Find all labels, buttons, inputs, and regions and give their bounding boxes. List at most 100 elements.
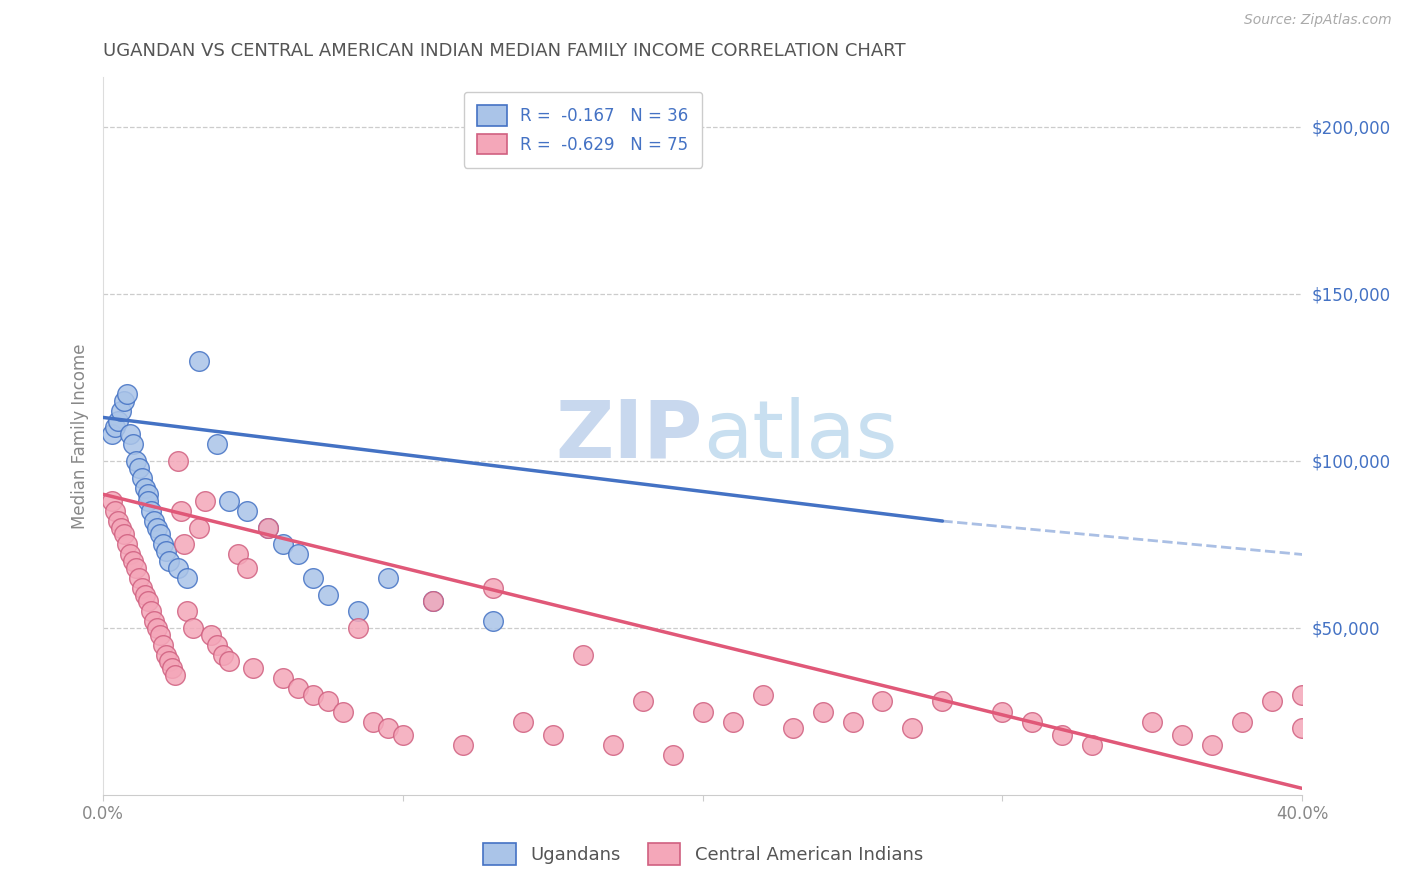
- Point: [377, 571, 399, 585]
- Point: [1291, 721, 1313, 735]
- Point: [347, 604, 370, 618]
- Point: [1081, 738, 1104, 752]
- Point: [205, 638, 228, 652]
- Point: [302, 571, 325, 585]
- Point: [173, 537, 195, 551]
- Point: [218, 494, 240, 508]
- Point: [1021, 714, 1043, 729]
- Point: [104, 420, 127, 434]
- Point: [451, 738, 474, 752]
- Point: [631, 694, 654, 708]
- Point: [841, 714, 863, 729]
- Point: [316, 694, 339, 708]
- Point: [692, 705, 714, 719]
- Point: [115, 537, 138, 551]
- Point: [120, 427, 142, 442]
- Point: [188, 353, 211, 368]
- Point: [167, 561, 190, 575]
- Point: [271, 537, 294, 551]
- Point: [287, 548, 309, 562]
- Point: [271, 671, 294, 685]
- Point: [122, 437, 145, 451]
- Point: [160, 661, 183, 675]
- Point: [155, 544, 177, 558]
- Point: [422, 594, 444, 608]
- Point: [602, 738, 624, 752]
- Point: [287, 681, 309, 695]
- Point: [422, 594, 444, 608]
- Point: [157, 554, 180, 568]
- Point: [149, 527, 172, 541]
- Point: [136, 487, 159, 501]
- Point: [392, 728, 415, 742]
- Point: [1232, 714, 1254, 729]
- Point: [226, 548, 249, 562]
- Point: [181, 621, 204, 635]
- Point: [120, 548, 142, 562]
- Point: [1291, 688, 1313, 702]
- Point: [125, 454, 148, 468]
- Point: [482, 581, 505, 595]
- Point: [128, 571, 150, 585]
- Point: [136, 594, 159, 608]
- Point: [316, 588, 339, 602]
- Point: [143, 514, 166, 528]
- Point: [139, 504, 162, 518]
- Point: [146, 621, 169, 635]
- Point: [212, 648, 235, 662]
- Point: [205, 437, 228, 451]
- Point: [128, 460, 150, 475]
- Point: [176, 571, 198, 585]
- Point: [131, 470, 153, 484]
- Point: [143, 615, 166, 629]
- Point: [139, 604, 162, 618]
- Point: [176, 604, 198, 618]
- Point: [115, 387, 138, 401]
- Point: [110, 403, 132, 417]
- Point: [136, 494, 159, 508]
- Point: [482, 615, 505, 629]
- Point: [134, 588, 156, 602]
- Point: [782, 721, 804, 735]
- Point: [257, 521, 280, 535]
- Point: [101, 494, 124, 508]
- Point: [152, 537, 174, 551]
- Point: [152, 638, 174, 652]
- Point: [811, 705, 834, 719]
- Y-axis label: Median Family Income: Median Family Income: [72, 343, 89, 529]
- Point: [901, 721, 924, 735]
- Point: [721, 714, 744, 729]
- Point: [170, 504, 193, 518]
- Point: [110, 521, 132, 535]
- Point: [236, 561, 259, 575]
- Point: [149, 628, 172, 642]
- Text: UGANDAN VS CENTRAL AMERICAN INDIAN MEDIAN FAMILY INCOME CORRELATION CHART: UGANDAN VS CENTRAL AMERICAN INDIAN MEDIA…: [103, 42, 905, 60]
- Point: [112, 527, 135, 541]
- Point: [188, 521, 211, 535]
- Point: [1201, 738, 1223, 752]
- Point: [512, 714, 534, 729]
- Point: [122, 554, 145, 568]
- Text: ZIP: ZIP: [555, 397, 703, 475]
- Point: [167, 454, 190, 468]
- Point: [194, 494, 217, 508]
- Point: [257, 521, 280, 535]
- Point: [101, 427, 124, 442]
- Point: [991, 705, 1014, 719]
- Point: [661, 747, 683, 762]
- Point: [541, 728, 564, 742]
- Point: [377, 721, 399, 735]
- Point: [107, 414, 129, 428]
- Point: [347, 621, 370, 635]
- Point: [361, 714, 384, 729]
- Point: [751, 688, 773, 702]
- Point: [125, 561, 148, 575]
- Point: [332, 705, 354, 719]
- Point: [218, 654, 240, 668]
- Point: [107, 514, 129, 528]
- Legend: R =  -0.167   N = 36, R =  -0.629   N = 75: R = -0.167 N = 36, R = -0.629 N = 75: [464, 92, 702, 168]
- Point: [931, 694, 953, 708]
- Point: [200, 628, 222, 642]
- Point: [1052, 728, 1074, 742]
- Point: [165, 667, 187, 681]
